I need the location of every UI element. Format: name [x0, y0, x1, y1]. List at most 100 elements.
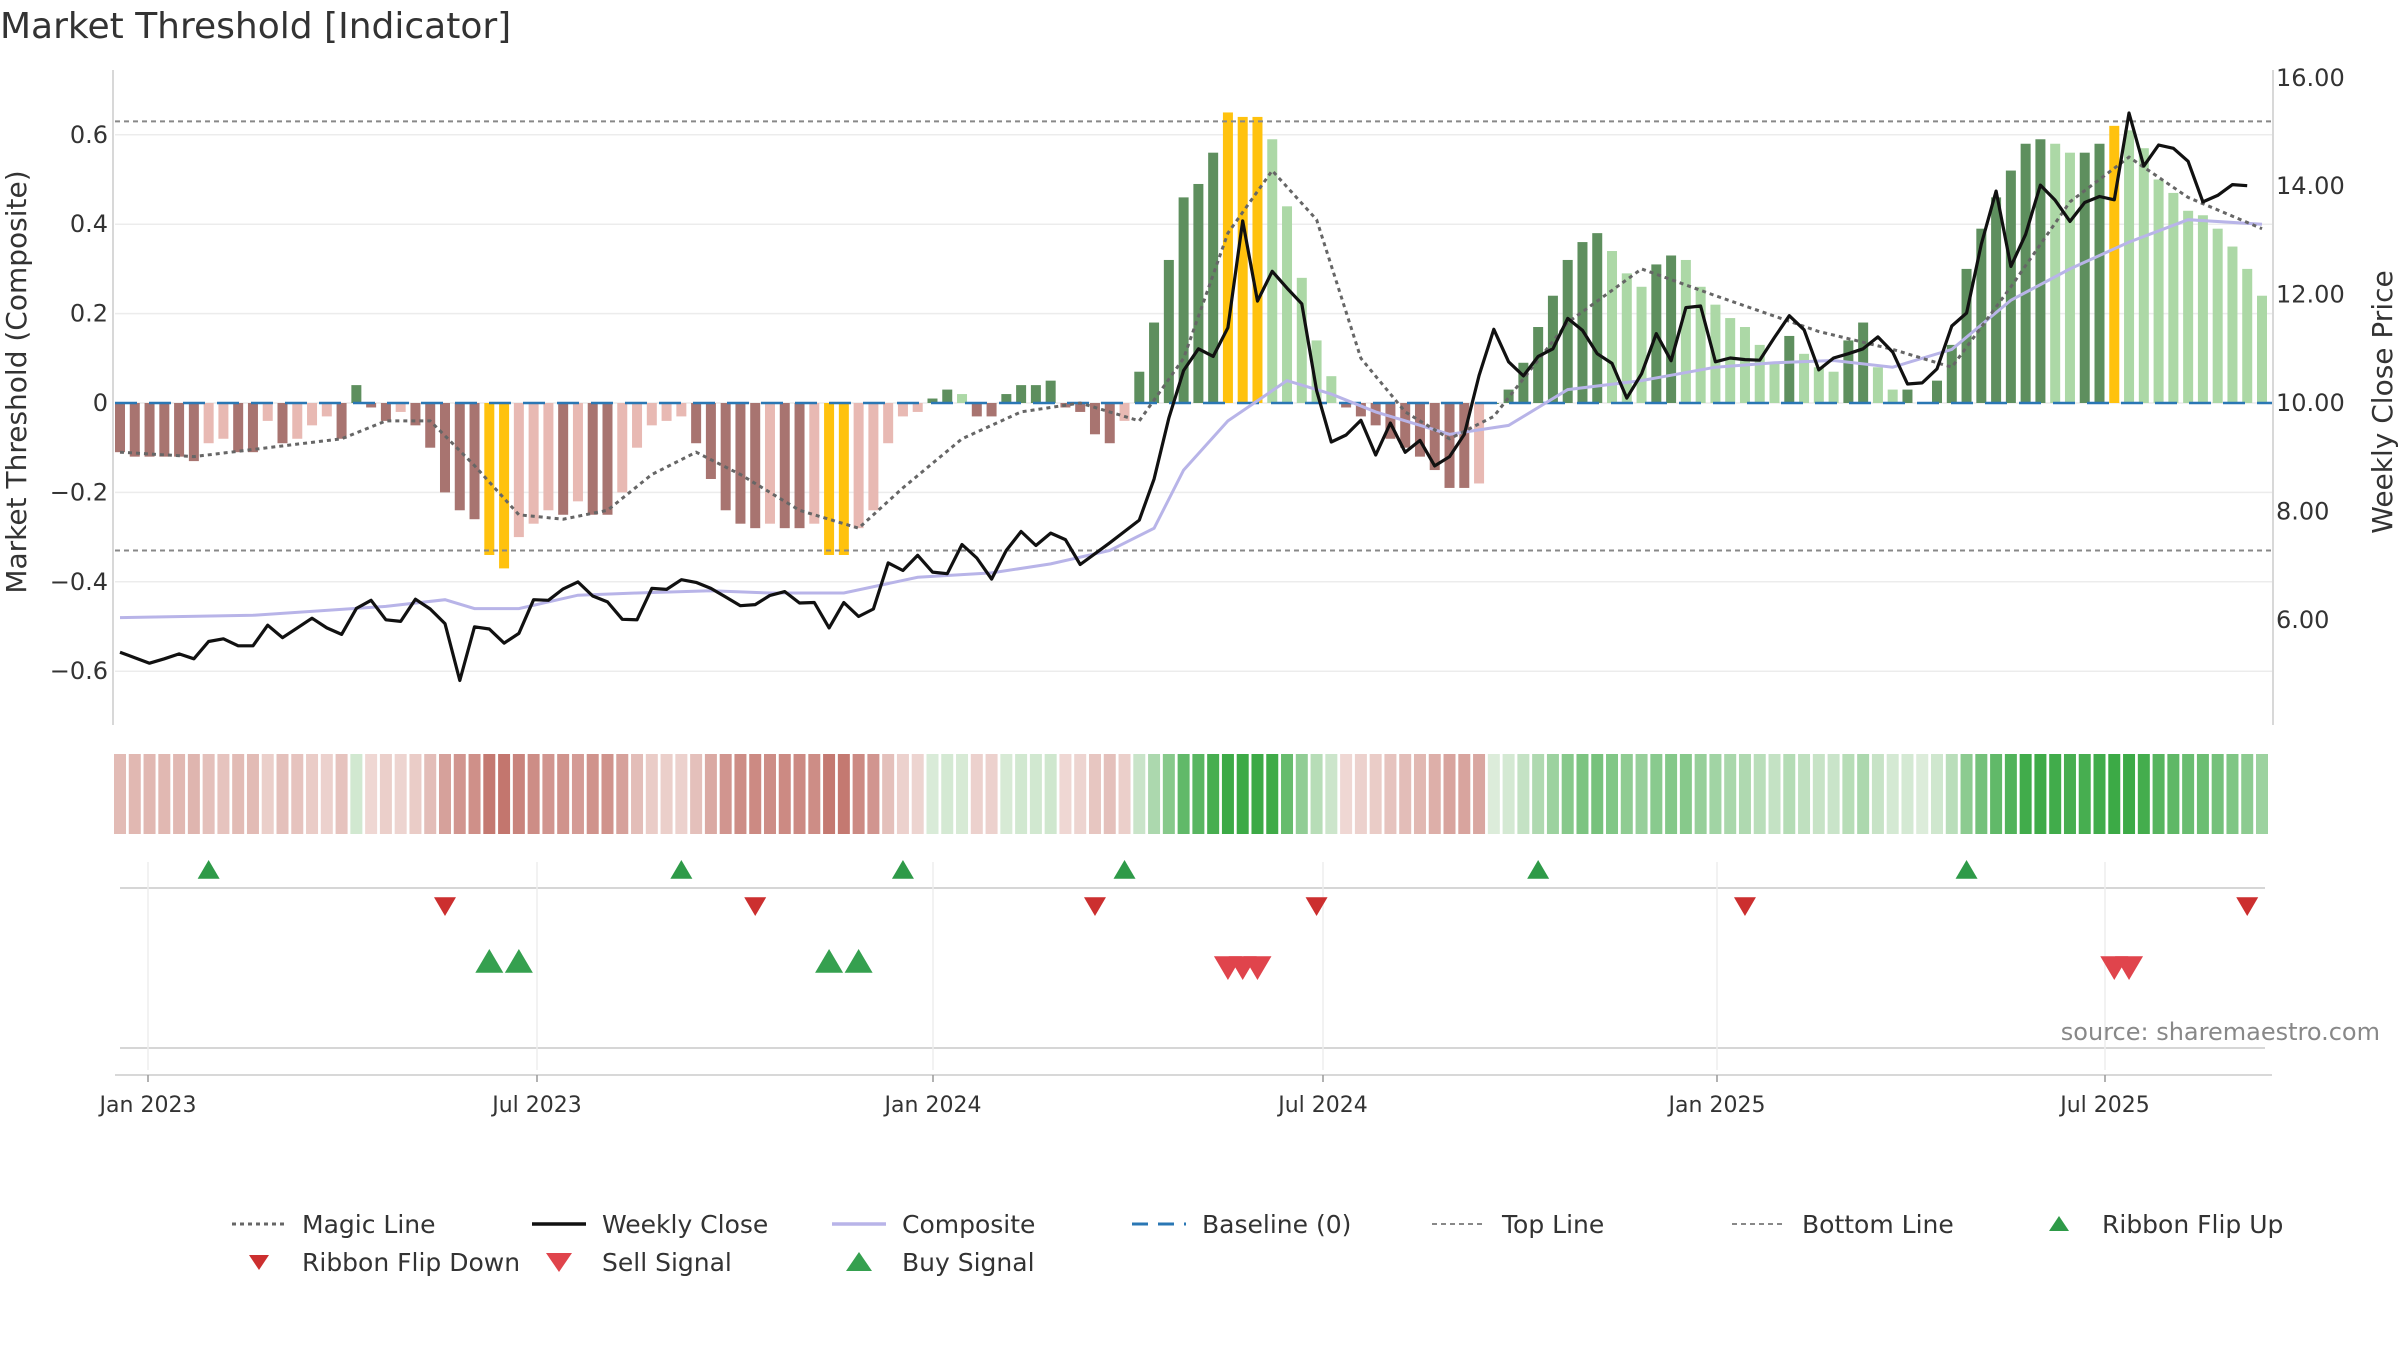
composite-bar: [469, 403, 480, 520]
composite-bar: [572, 403, 583, 502]
legend-swatch: [1732, 1223, 1786, 1225]
composite-bar: [1237, 116, 1248, 404]
composite-bar: [617, 403, 628, 493]
x-tick-label: Jan 2025: [1667, 1093, 1766, 1118]
legend-row: Magic Line Weekly Close Composite Baseline …: [230, 1205, 2380, 1243]
ribbon-flip-down-marker: [433, 897, 456, 916]
composite-bar: [513, 403, 524, 538]
y2-tick-label: 10.00: [2276, 389, 2345, 417]
composite-bar: [1385, 403, 1396, 439]
ribbon-cell: [2167, 754, 2180, 834]
composite-bar: [1902, 389, 1913, 403]
ribbon-cell: [173, 754, 186, 834]
ribbon-cell: [1384, 754, 1397, 834]
ribbon-cell: [2211, 754, 2224, 834]
composite-bar: [632, 403, 643, 448]
y-tick-label: 0.4: [70, 210, 108, 238]
ribbon-cell: [320, 754, 333, 834]
legend-swatch: [532, 1222, 586, 1226]
ribbon-cell: [276, 754, 289, 834]
ribbon-cell: [1281, 754, 1294, 834]
legend-row: Ribbon Flip Down Sell Signal Buy Signal: [230, 1243, 2380, 1281]
ribbon-cell: [571, 754, 584, 834]
legend-swatch: [846, 1252, 872, 1271]
legend-swatch: [1132, 1222, 1186, 1226]
ribbon-cell: [2123, 754, 2136, 834]
composite-bar: [528, 403, 539, 524]
composite-bar: [2050, 143, 2061, 404]
composite-bar: [2064, 152, 2075, 403]
legend-label: Ribbon Flip Down: [302, 1247, 521, 1277]
ribbon-flip-up-marker: [1113, 860, 1136, 879]
weekly-close-line: [119, 111, 2248, 683]
ribbon-cell: [2137, 754, 2150, 834]
legend-item-flip-down: Ribbon Flip Down: [230, 1248, 530, 1277]
y2-axis-title: Weekly Close Price: [2366, 270, 2399, 533]
ribbon-cell: [882, 754, 895, 834]
ribbon-cell: [2182, 754, 2195, 834]
ribbon-cell: [1916, 754, 1929, 834]
ribbon-cell: [1857, 754, 1870, 834]
ribbon-cell: [498, 754, 511, 834]
composite-bar: [1001, 394, 1012, 403]
ribbon-cell: [424, 754, 437, 834]
ribbon-cell: [1029, 754, 1042, 834]
ribbon-cell: [542, 754, 555, 834]
composite-bar: [2168, 192, 2179, 403]
composite-bar: [2227, 246, 2238, 403]
composite-bar: [188, 403, 199, 462]
composite-bar: [1503, 389, 1514, 403]
composite-bar: [218, 403, 229, 439]
composite-bar: [247, 403, 258, 453]
composite-bar: [1784, 335, 1795, 403]
composite-bar: [1252, 116, 1263, 404]
composite-bar: [1607, 251, 1618, 403]
ribbon-cell: [1443, 754, 1456, 834]
ribbon-cell: [1487, 754, 1500, 834]
composite-bar: [942, 389, 953, 403]
composite-bars: [115, 112, 2267, 569]
signal-markers: [115, 860, 2272, 1076]
buy-signal-marker: [504, 949, 533, 973]
composite-bar: [1193, 183, 1204, 403]
ribbon-cell: [1679, 754, 1692, 834]
ribbon-cell: [1591, 754, 1604, 834]
composite-bar: [1355, 403, 1366, 417]
x-tick-label: Jul 2025: [2058, 1093, 2150, 1118]
composite-bar: [499, 403, 510, 569]
ribbon-cell: [2196, 754, 2209, 834]
ribbon-cell: [1399, 754, 1412, 834]
ribbon-cell: [1975, 754, 1988, 834]
ribbon-cell: [1369, 754, 1382, 834]
composite-bar: [735, 403, 746, 524]
ribbon-cell: [217, 754, 230, 834]
composite-bar: [2153, 179, 2164, 403]
ribbon-cell: [586, 754, 599, 834]
ribbon-cell: [1059, 754, 1072, 834]
legend-label: Baseline (0): [1202, 1209, 1352, 1239]
composite-bar: [366, 403, 377, 408]
ribbon-cell: [1931, 754, 1944, 834]
ribbon-cell: [719, 754, 732, 834]
ribbon-cell: [852, 754, 865, 834]
composite-bar: [410, 403, 421, 426]
ribbon-cell: [1458, 754, 1471, 834]
y-tick-label: −0.4: [50, 568, 108, 596]
legend-label: Ribbon Flip Up: [2102, 1209, 2284, 1239]
composite-bar: [927, 398, 938, 403]
composite-bar: [1149, 322, 1160, 403]
composite-bar: [454, 403, 465, 511]
composite-bar: [853, 403, 864, 529]
ribbon-cell: [1413, 754, 1426, 834]
legend-item-close: Weekly Close: [530, 1210, 830, 1239]
ribbon-cell: [1768, 754, 1781, 834]
composite-bar: [1813, 367, 1824, 403]
composite-bar: [2035, 139, 2046, 403]
ribbon-cell: [202, 754, 215, 834]
ribbon-flip-down-marker: [744, 897, 767, 916]
composite-bar: [203, 403, 214, 444]
composite-bar: [2109, 125, 2120, 404]
source-note: source: sharemaestro.com: [2061, 1018, 2380, 1046]
legend-item-top: Top Line: [1430, 1210, 1730, 1239]
composite-bar: [1474, 403, 1485, 484]
